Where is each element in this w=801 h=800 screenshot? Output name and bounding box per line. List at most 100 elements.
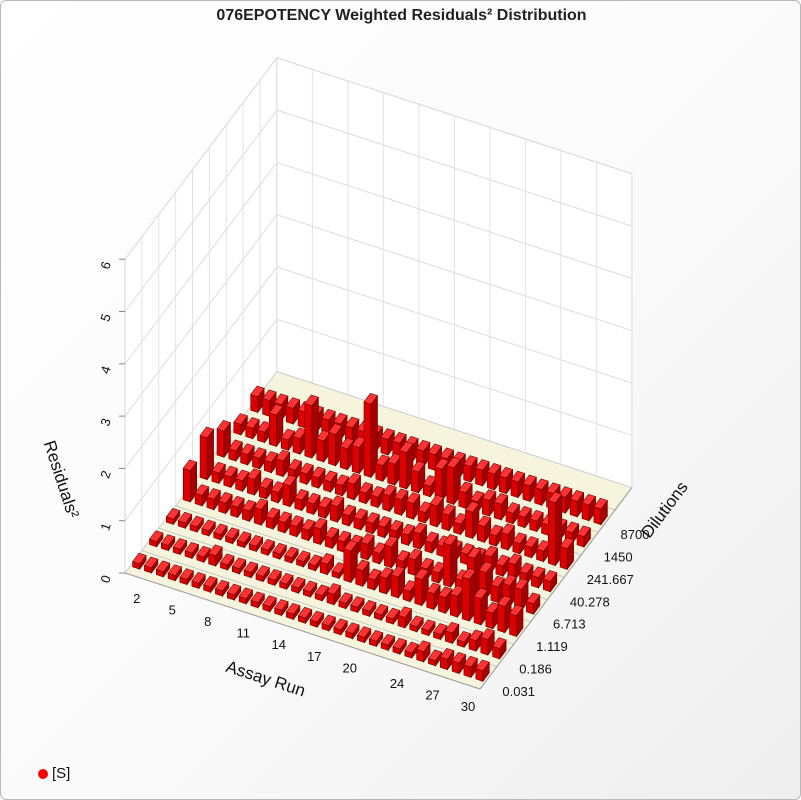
bar-front-face xyxy=(443,542,451,588)
x-tick-label: 2 xyxy=(133,591,140,606)
bar-top-face xyxy=(167,564,183,576)
bar-top-face xyxy=(466,547,482,559)
bar-top-face xyxy=(363,393,378,405)
bar-top-face xyxy=(392,432,407,444)
bar-top-face xyxy=(149,530,164,542)
bar-front-face xyxy=(485,610,494,630)
y-tick-label: 0.031 xyxy=(502,684,535,699)
bar-top-face xyxy=(275,449,291,462)
bar-top-face xyxy=(304,394,319,407)
x-tick-label: 11 xyxy=(236,626,250,641)
bar-top-face xyxy=(497,595,512,607)
bar-top-face xyxy=(228,439,243,452)
bar-front-face xyxy=(490,584,499,604)
bar-front-face xyxy=(559,545,568,570)
bar-top-face xyxy=(311,466,326,479)
bar-top-face xyxy=(336,530,352,543)
bar-top-face xyxy=(415,439,431,452)
bar-front-face xyxy=(593,506,602,526)
bar-front-face xyxy=(351,444,360,475)
x-tick-label: 24 xyxy=(390,676,404,691)
bar-front-face xyxy=(475,467,483,487)
bar-front-face xyxy=(390,574,399,599)
y-tick-label: 40.278 xyxy=(570,594,610,609)
bar-top-face xyxy=(317,496,333,509)
bar-top-face xyxy=(339,437,355,450)
bar-top-face xyxy=(194,484,210,496)
bar-top-face xyxy=(262,595,277,607)
bar-top-face xyxy=(456,630,472,643)
bar-top-face xyxy=(370,485,385,498)
bar-top-face xyxy=(446,456,461,469)
bar-top-face xyxy=(395,550,411,562)
bar-top-face xyxy=(502,574,517,586)
z-tick-label: 3 xyxy=(97,416,114,428)
bar-top-face xyxy=(427,443,443,456)
x-tick-label: 14 xyxy=(272,637,286,652)
bar-top-face xyxy=(343,539,358,552)
bar-top-face xyxy=(478,561,494,573)
bar-top-face xyxy=(438,586,453,599)
bar-front-face xyxy=(500,531,509,551)
bar-top-face xyxy=(367,568,382,581)
bar-top-face xyxy=(495,554,510,567)
bar-top-face xyxy=(201,519,216,532)
bar-top-face xyxy=(581,493,597,506)
bar-top-face xyxy=(473,587,488,600)
bar-top-face xyxy=(326,583,341,595)
bar-top-face xyxy=(439,648,455,660)
bar-top-face xyxy=(333,412,348,425)
bar-top-face xyxy=(394,488,409,500)
bar-front-face xyxy=(493,501,502,521)
bar-top-face xyxy=(480,628,495,640)
bar-top-face xyxy=(459,543,475,555)
bar-top-face xyxy=(274,599,289,611)
bar-top-face xyxy=(231,557,247,569)
bar-top-face xyxy=(297,606,313,619)
bar-top-face xyxy=(534,478,549,491)
floor-front-edge xyxy=(124,572,481,690)
bar-top-face xyxy=(373,603,389,616)
bar-front-face xyxy=(427,452,436,471)
bar-top-face xyxy=(296,550,311,563)
bar-top-face xyxy=(301,519,316,531)
bar-top-face xyxy=(542,570,558,582)
bar-front-face xyxy=(534,486,543,506)
bar-top-face xyxy=(265,507,281,519)
bar-front-face xyxy=(449,593,458,618)
bar-top-face xyxy=(273,393,289,405)
bar-top-face xyxy=(225,527,240,539)
bar-top-face xyxy=(243,561,259,573)
bar-top-face xyxy=(160,534,176,546)
x-tick-label: 8 xyxy=(204,614,211,629)
y-axis-title: Dilutions xyxy=(637,478,691,542)
bar-top-face xyxy=(399,441,414,453)
bar-top-face xyxy=(258,477,274,489)
bar-front-face xyxy=(399,449,407,490)
bar-front-face xyxy=(412,530,421,550)
bar-top-face xyxy=(433,623,448,635)
bar-top-face xyxy=(576,525,591,537)
bar-top-face xyxy=(444,621,460,634)
bar-top-face xyxy=(253,498,269,510)
x-tick-label: 5 xyxy=(169,602,176,617)
bar-front-face xyxy=(363,401,372,478)
bar-top-face xyxy=(419,557,434,570)
bar-top-face xyxy=(547,491,563,504)
bar-top-face xyxy=(439,447,455,460)
bar-front-face xyxy=(247,476,255,496)
bar-top-face xyxy=(390,565,406,578)
bar-top-face xyxy=(191,572,206,584)
bar-front-face xyxy=(510,479,519,499)
bar-top-face xyxy=(368,630,384,642)
bar-top-face xyxy=(263,451,279,463)
bar-front-face xyxy=(522,483,531,502)
x-axis-title: Assay Run xyxy=(224,657,308,700)
bar-front-face xyxy=(441,512,450,532)
bar-top-face xyxy=(213,523,228,535)
x-tick-label: 20 xyxy=(343,660,357,675)
bar-front-face xyxy=(182,467,191,503)
bar-top-face xyxy=(132,552,147,565)
bar-top-face xyxy=(236,531,252,543)
bar-top-face xyxy=(490,575,505,588)
